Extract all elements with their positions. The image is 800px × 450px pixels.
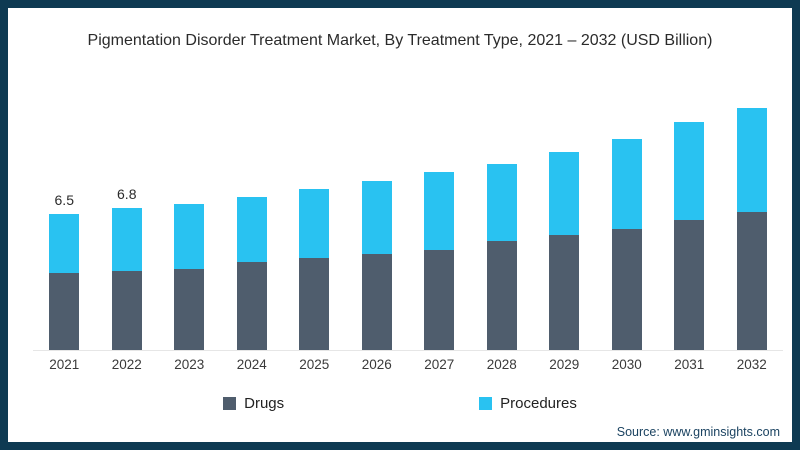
- legend-item-drugs: Drugs: [223, 395, 284, 412]
- chart-column-2028: [471, 94, 534, 350]
- bar-segment-procedures: [111, 207, 142, 271]
- x-tick-label: 2027: [424, 357, 455, 372]
- bar-2028: [486, 164, 517, 350]
- bar-segment-drugs: [611, 228, 642, 350]
- bar-segment-drugs: [674, 220, 705, 350]
- x-tick-label: 2028: [486, 357, 517, 372]
- bar-2021: [49, 214, 80, 350]
- chart-column-2026: [346, 94, 409, 350]
- legend: Drugs Procedures: [8, 395, 792, 412]
- bar-segment-procedures: [549, 151, 580, 236]
- x-tick-label: 2032: [736, 357, 767, 372]
- chart-column-2024: [221, 94, 284, 350]
- x-tick-label: 2031: [674, 357, 705, 372]
- chart-column-2029: [533, 94, 596, 350]
- x-tick-label: 2022: [111, 357, 142, 372]
- total-data-label: 6.8: [117, 185, 137, 202]
- chart-column-2030: [596, 94, 659, 350]
- bar-2027: [424, 172, 455, 350]
- bar-segment-procedures: [611, 138, 642, 229]
- legend-label-drugs: Drugs: [244, 395, 285, 412]
- plot-area: 6.5 6.8: [33, 94, 783, 351]
- bar-segment-drugs: [736, 212, 767, 350]
- bar-segment-drugs: [361, 253, 392, 350]
- bar-segment-procedures: [299, 189, 330, 258]
- chart-column-2021: 6.5: [33, 94, 96, 350]
- bar-segment-drugs: [299, 258, 330, 350]
- bar-2030: [611, 138, 642, 350]
- chart-column-2027: [408, 94, 471, 350]
- bar-2022: [111, 207, 142, 350]
- chart-column-2023: [158, 94, 221, 350]
- bar-segment-procedures: [674, 122, 705, 221]
- legend-label-procedures: Procedures: [500, 395, 577, 412]
- x-tick-label: 2024: [236, 357, 267, 372]
- bar-2031: [674, 122, 705, 350]
- bar-segment-procedures: [49, 214, 80, 273]
- bar-2024: [236, 197, 267, 350]
- chart-column-2025: [283, 94, 346, 350]
- bar-segment-procedures: [736, 107, 767, 213]
- bar-2026: [361, 180, 392, 350]
- bar-segment-drugs: [49, 272, 80, 350]
- x-axis: 2021 2022 2023 2024 2025 2026 2027 2028 2029 2030…: [33, 357, 783, 372]
- bar-segment-procedures: [174, 203, 205, 269]
- bar-segment-procedures: [361, 180, 392, 254]
- chart-column-2031: [658, 94, 721, 350]
- x-tick-label: 2030: [611, 357, 642, 372]
- bar-2032: [736, 107, 767, 350]
- chart-column-2032: [721, 94, 784, 350]
- bar-segment-procedures: [486, 164, 517, 242]
- legend-item-procedures: Procedures: [479, 395, 577, 412]
- bar-segment-procedures: [424, 172, 455, 250]
- bar-segment-drugs: [174, 268, 205, 350]
- legend-swatch-procedures: [479, 397, 493, 410]
- chart-column-2022: 6.8: [96, 94, 159, 350]
- x-tick-label: 2025: [299, 357, 330, 372]
- source-credit: Source: www.gminsights.com: [616, 425, 780, 439]
- bar-2025: [299, 189, 330, 350]
- total-data-label: 6.5: [54, 192, 74, 209]
- bar-segment-procedures: [236, 197, 267, 263]
- chart-title: Pigmentation Disorder Treatment Market, …: [87, 32, 713, 49]
- bar-segment-drugs: [486, 241, 517, 350]
- x-tick-label: 2023: [174, 357, 205, 372]
- bar-segment-drugs: [236, 262, 267, 350]
- bar-segment-drugs: [111, 270, 142, 350]
- x-tick-label: 2029: [549, 357, 580, 372]
- bar-2029: [549, 151, 580, 350]
- bar-2023: [174, 203, 205, 350]
- x-tick-label: 2026: [361, 357, 392, 372]
- bar-segment-drugs: [424, 249, 455, 350]
- x-tick-label: 2021: [49, 357, 80, 372]
- bar-segment-drugs: [549, 235, 580, 350]
- legend-swatch-drugs: [223, 397, 237, 410]
